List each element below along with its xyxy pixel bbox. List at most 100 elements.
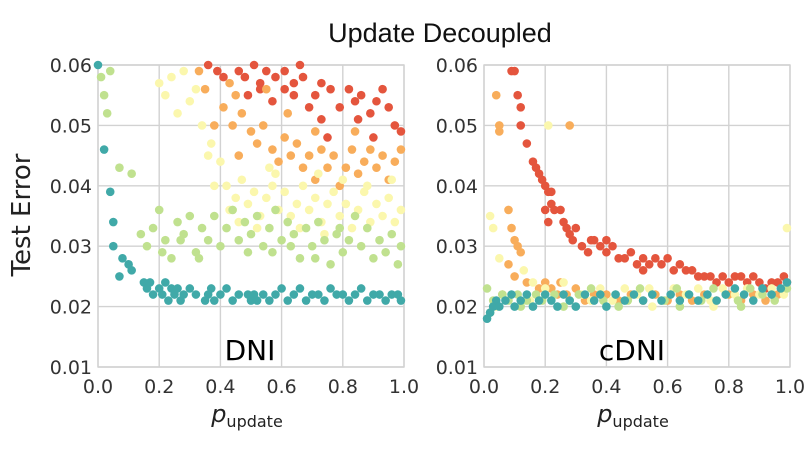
data-point	[510, 272, 519, 281]
data-point	[504, 260, 513, 269]
data-point	[127, 266, 136, 275]
data-point	[246, 127, 256, 136]
data-point	[105, 66, 115, 76]
data-point	[304, 151, 314, 160]
data-point	[748, 296, 758, 305]
series-1	[491, 90, 783, 305]
data-point	[614, 302, 623, 311]
data-point	[329, 151, 338, 160]
data-point	[118, 253, 127, 263]
data-point	[216, 157, 225, 166]
data-point	[109, 241, 118, 251]
panel-cdni: 0.0 0.2 0.4 0.6 0.8 1.0 0.01 0.02 0.03 0.04 0.05 0.…	[436, 55, 805, 431]
data-point	[209, 296, 219, 305]
data-point	[602, 235, 611, 245]
data-point	[372, 96, 381, 106]
data-point	[191, 290, 201, 299]
data-point	[307, 241, 317, 251]
data-point	[767, 290, 776, 299]
data-point	[739, 290, 749, 299]
data-point	[375, 290, 384, 299]
data-point	[99, 90, 109, 100]
data-point	[298, 163, 308, 172]
data-point	[516, 247, 526, 257]
data-point	[513, 90, 522, 100]
data-point	[289, 290, 299, 299]
data-point	[396, 241, 406, 251]
data-point	[390, 157, 400, 166]
data-point	[347, 223, 357, 233]
data-point	[684, 290, 694, 299]
panel-dni: 0.0 0.2 0.4 0.6 0.8 1.0 0.01 0.02 0.03 0.04 0.05 0.…	[50, 55, 419, 431]
panel-label: DNI	[225, 334, 276, 367]
data-point	[540, 278, 550, 287]
data-point	[378, 84, 387, 94]
data-point	[700, 272, 709, 281]
data-point	[243, 199, 253, 209]
data-point	[675, 296, 685, 305]
data-point	[378, 211, 387, 221]
data-point	[301, 223, 311, 233]
y-tick-label: 0.02	[50, 297, 92, 319]
data-point	[341, 199, 351, 209]
data-point	[648, 302, 657, 311]
x-tick-label: 0.0	[83, 376, 113, 398]
data-point	[387, 229, 397, 239]
data-point	[602, 247, 611, 257]
x-tick-label: 0.0	[469, 376, 499, 398]
data-point	[547, 296, 556, 305]
data-point	[507, 223, 516, 233]
data-point	[222, 223, 231, 233]
y-tick-label: 0.04	[50, 176, 92, 198]
series-4	[93, 60, 406, 305]
data-point	[243, 90, 253, 100]
data-point	[93, 60, 103, 70]
data-point	[748, 272, 758, 281]
data-point	[310, 127, 320, 136]
data-point	[356, 241, 366, 251]
data-point	[782, 223, 792, 233]
data-point	[148, 290, 158, 299]
data-point	[280, 84, 289, 94]
plot-frame	[483, 64, 791, 368]
data-point	[173, 284, 182, 293]
data-point	[706, 272, 715, 281]
data-point	[185, 284, 195, 293]
data-point	[252, 211, 262, 221]
data-point	[580, 290, 590, 299]
data-point	[243, 247, 253, 257]
data-point	[372, 199, 381, 209]
data-point	[718, 272, 727, 281]
data-point	[268, 247, 277, 257]
data-point	[396, 127, 406, 136]
data-point	[638, 266, 648, 275]
data-point	[295, 60, 305, 70]
data-point	[179, 290, 188, 299]
y-tick-label: 0.01	[436, 357, 478, 379]
data-point	[362, 296, 372, 305]
data-point	[200, 84, 210, 94]
data-point	[338, 290, 348, 299]
x-tick-label: 0.4	[591, 376, 621, 398]
data-point	[595, 284, 605, 293]
data-point	[335, 102, 345, 112]
data-point	[491, 90, 501, 100]
data-point	[341, 163, 351, 172]
data-point	[262, 66, 271, 76]
data-point	[262, 193, 271, 203]
data-point	[356, 90, 366, 100]
data-point	[105, 187, 115, 197]
data-point	[289, 90, 299, 100]
data-point	[145, 278, 155, 287]
data-point	[326, 260, 335, 269]
data-point	[280, 133, 289, 142]
data-point	[353, 169, 363, 179]
data-point	[301, 296, 311, 305]
data-point	[669, 266, 679, 275]
data-point	[675, 302, 685, 311]
x-axis-label-main: p	[210, 400, 226, 428]
data-point	[252, 223, 262, 233]
data-point	[767, 278, 776, 287]
data-point	[396, 296, 406, 305]
data-point	[666, 290, 675, 299]
